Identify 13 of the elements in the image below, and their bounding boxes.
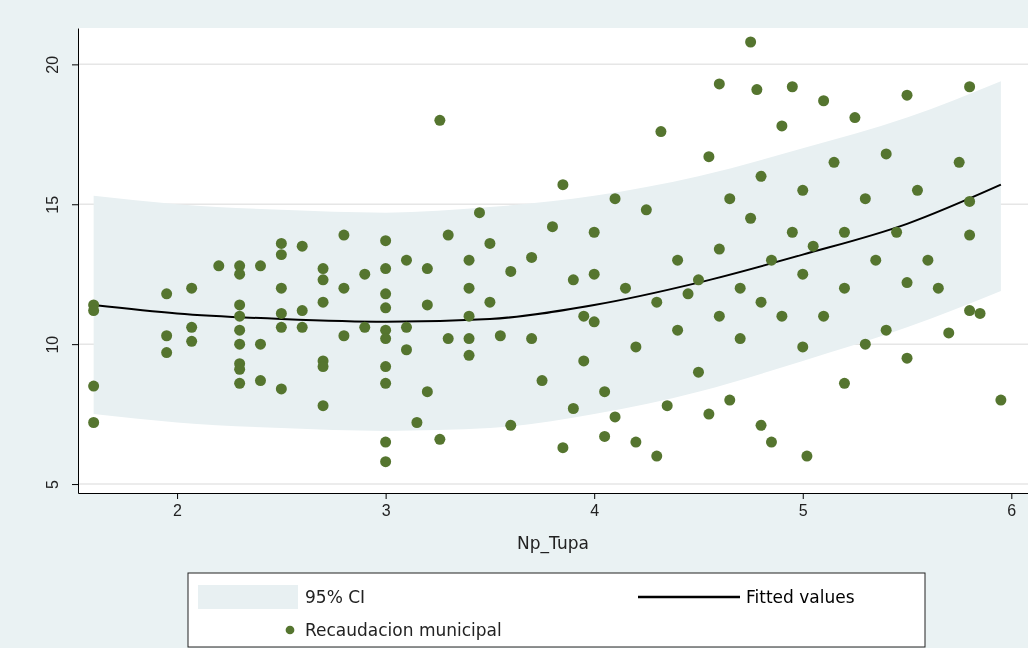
- text: Fitted values: [746, 587, 855, 607]
- x-tick-label: 4: [590, 502, 600, 520]
- x-tick-label: 6: [1007, 502, 1017, 520]
- y-tick-label: 10: [44, 335, 61, 354]
- x-tick-label: 5: [798, 502, 808, 520]
- legend-label: Recaudacion municipal: [305, 620, 502, 640]
- x-tick-label: 2: [173, 502, 183, 520]
- x-axis-title: Np_Tupa: [517, 533, 589, 554]
- y-tick-label: 20: [44, 55, 61, 74]
- x-tick-label: 3: [381, 502, 391, 520]
- y-tick-label: 5: [44, 480, 61, 489]
- text: 95% CI: [305, 587, 366, 607]
- y-tick-label: 15: [44, 195, 61, 214]
